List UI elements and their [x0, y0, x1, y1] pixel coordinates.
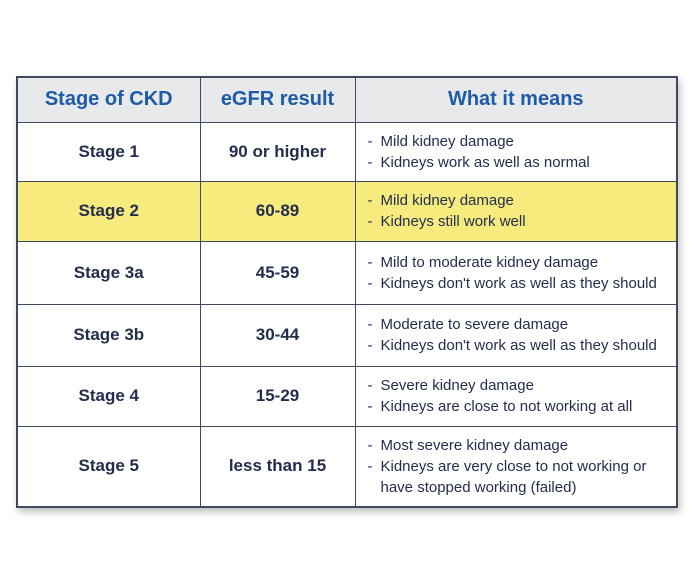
column-header-egfr: eGFR result	[199, 76, 356, 123]
meaning-item: - Mild kidney damage	[368, 131, 669, 152]
stage-cell: Stage 5	[16, 425, 201, 507]
meaning-text: Kidneys are very close to not working or…	[380, 457, 647, 496]
meaning-item: - Kidneys are very close to not working o…	[368, 456, 669, 498]
bullet-dash: -	[367, 436, 373, 454]
table-row: Stage 3a 45-59 - Mild to moderate kidney …	[16, 240, 678, 305]
egfr-cell: 15-29	[199, 365, 356, 427]
meaning-cell: - Mild to moderate kidney damage - Kidneys …	[354, 240, 678, 305]
meaning-text: Kidneys don't work as well as they shoul…	[380, 274, 657, 292]
stage-cell: Stage 3a	[16, 240, 201, 305]
meaning-text: Kidneys still work well	[380, 213, 526, 230]
egfr-cell: 90 or higher	[199, 121, 356, 182]
column-header-stage: Stage of CKD	[16, 76, 201, 123]
bullet-dash: -	[367, 153, 373, 171]
egfr-cell: 60-89	[199, 180, 356, 242]
stage-cell: Stage 4	[16, 365, 201, 427]
table-row: Stage 2 60-89 - Mild kidney damage - Kidney…	[16, 180, 678, 242]
egfr-cell: 30-44	[199, 303, 356, 367]
bullet-dash: -	[367, 316, 373, 333]
meaning-item: - Most severe kidney damage	[368, 435, 669, 456]
ckd-stages-table: Stage of CKD eGFR result What it means S…	[16, 76, 678, 508]
bullet-dash: -	[367, 253, 373, 271]
column-header-meaning: What it means	[354, 76, 678, 123]
stage-cell: Stage 3b	[16, 303, 201, 367]
bullet-dash: -	[367, 398, 373, 415]
meaning-text: Mild to moderate kidney damage	[380, 253, 599, 271]
table-row: Stage 3b 30-44 - Moderate to severe damag…	[16, 303, 678, 367]
egfr-cell: less than 15	[199, 425, 356, 507]
meaning-item: - Kidneys work as well as normal	[368, 152, 669, 173]
meaning-cell: - Most severe kidney damage - Kidneys are v…	[354, 425, 678, 507]
meaning-cell: - Severe kidney damage - Kidneys are close …	[354, 365, 678, 427]
meaning-item: - Kidneys are close to not working at all	[368, 396, 669, 417]
bullet-dash: -	[367, 213, 373, 230]
meaning-item: - Mild to moderate kidney damage	[368, 252, 669, 273]
meaning-text: Kidneys work as well as normal	[380, 153, 590, 171]
bullet-dash: -	[367, 274, 373, 292]
meaning-item: - Kidneys still work well	[368, 211, 669, 232]
header-row: Stage of CKD eGFR result What it means	[16, 76, 678, 123]
meaning-item: - Kidneys don't work as well as they shou…	[368, 335, 669, 356]
egfr-cell: 45-59	[199, 240, 356, 305]
meaning-text: Kidneys are close to not working at all	[380, 398, 633, 415]
meaning-text: Most severe kidney damage	[380, 436, 569, 454]
meaning-item: - Mild kidney damage	[368, 190, 669, 211]
bullet-dash: -	[367, 132, 373, 150]
table-row: Stage 1 90 or higher - Mild kidney damage…	[16, 121, 678, 182]
stage-cell: Stage 2	[16, 180, 201, 242]
bullet-dash: -	[367, 377, 373, 394]
stage-cell: Stage 1	[16, 121, 201, 182]
table-row: Stage 5 less than 15 - Most severe kidney…	[16, 425, 678, 507]
meaning-text: Severe kidney damage	[380, 377, 534, 394]
meaning-item: - Moderate to severe damage	[368, 314, 669, 335]
bullet-dash: -	[367, 192, 373, 209]
bullet-dash: -	[367, 337, 373, 354]
meaning-text: Mild kidney damage	[380, 132, 514, 150]
meaning-cell: - Moderate to severe damage - Kidneys don't…	[354, 303, 678, 367]
meaning-item: - Severe kidney damage	[368, 375, 669, 396]
meaning-text: Kidneys don't work as well as they shoul…	[380, 337, 657, 354]
meaning-item: - Kidneys don't work as well as they shou…	[368, 273, 669, 294]
meaning-cell: - Mild kidney damage - Kidneys still work w…	[354, 180, 678, 242]
table-row: Stage 4 15-29 - Severe kidney damage - Kidn…	[16, 365, 678, 427]
meaning-text: Mild kidney damage	[380, 192, 514, 209]
meaning-text: Moderate to severe damage	[380, 316, 569, 333]
bullet-dash: -	[367, 457, 373, 475]
meaning-cell: - Mild kidney damage - Kidneys work as well…	[354, 121, 678, 182]
